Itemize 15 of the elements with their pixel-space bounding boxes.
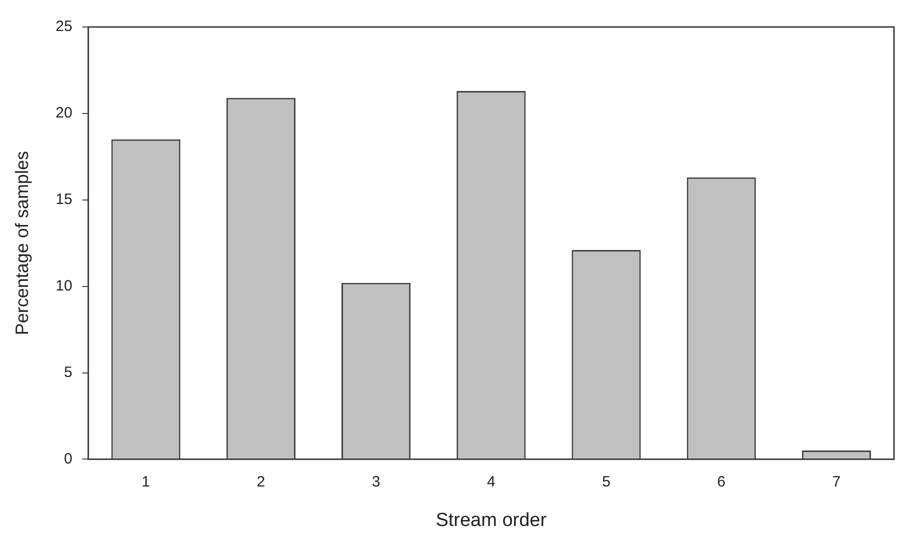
y-tick-label: 10 xyxy=(56,277,72,294)
x-tick-label: 7 xyxy=(832,473,841,490)
y-tick-label: 5 xyxy=(64,364,72,381)
y-tick-label: 20 xyxy=(56,104,72,122)
y-tick-label: 25 xyxy=(56,18,72,36)
x-tick-label: 4 xyxy=(486,473,496,490)
x-tick-label: 3 xyxy=(372,473,380,490)
x-tick-label: 6 xyxy=(717,473,726,490)
x-tick-label: 2 xyxy=(256,473,266,490)
y-tick-label: 0 xyxy=(64,450,72,468)
y-axis-title: Percentage of samples xyxy=(12,151,32,336)
y-tick-label: 15 xyxy=(56,191,72,208)
x-axis-title: Stream order xyxy=(436,510,548,531)
x-tick-label: 5 xyxy=(602,473,610,490)
x-tick-label: 1 xyxy=(142,473,150,490)
